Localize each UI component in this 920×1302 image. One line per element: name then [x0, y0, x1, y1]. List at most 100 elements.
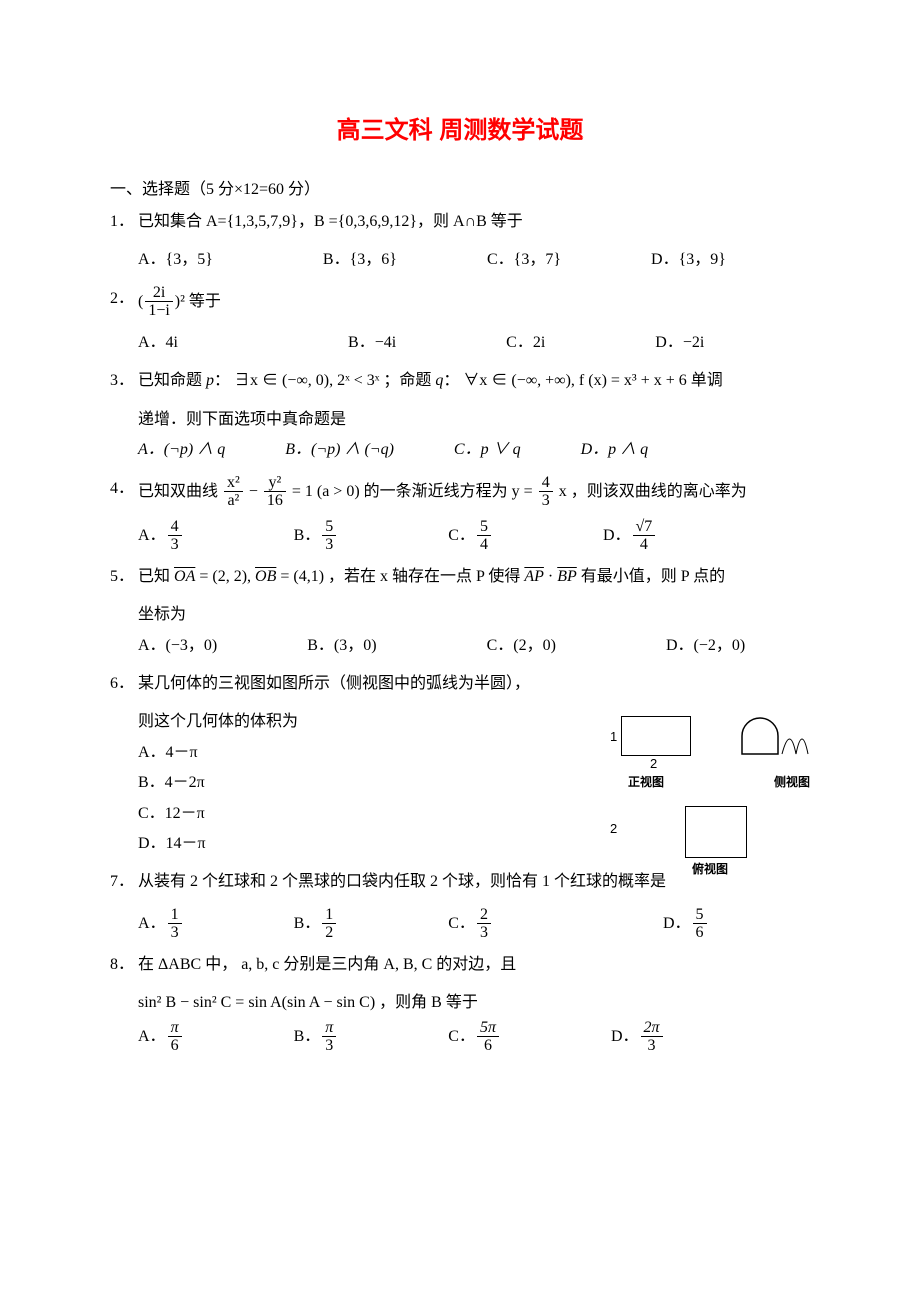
question-8: 8． 在 ΔABC 中， a, b, c 分别是三内角 A, B, C 的对边，… [110, 950, 810, 980]
fraction: π6 [166, 1019, 184, 1055]
q-number: 1． [110, 207, 138, 237]
stem-text: 已知命题 [138, 372, 206, 389]
fraction: √74 [631, 518, 658, 554]
q-number: 6． [110, 669, 138, 699]
front-caption: 正视图 [628, 773, 664, 790]
option-a: A．(−3，0) [138, 631, 217, 661]
q-number: 5． [110, 562, 138, 592]
option-c: C．p ∨ q [454, 435, 521, 465]
q5-options: A．(−3，0) B．(3，0) C．(2，0) D．(−2，0) [138, 631, 810, 661]
top-caption: 俯视图 [610, 860, 810, 877]
fraction: 2i1−i [143, 284, 174, 320]
option-a: A．4i [138, 328, 178, 358]
q5-line2: 坐标为 [138, 600, 810, 630]
vec-ob: OB [255, 568, 276, 585]
option-a: A．13 [138, 906, 184, 942]
option-d: D．√74 [603, 518, 657, 554]
front-view-box [621, 716, 691, 756]
stem-text: ： ∃x ∈ (−∞, 0), 2ˣ < 3ˣ ；命题 [214, 372, 435, 389]
q-stem: 某几何体的三视图如图所示（侧视图中的弧线为半圆）， [138, 669, 810, 699]
section-heading: 一、选择题（5 分×12=60 分） [110, 175, 810, 199]
dim-top: 2 [610, 821, 617, 836]
fraction: 56 [691, 906, 709, 942]
option-d: D．{3，9} [651, 245, 726, 275]
fraction: 2π3 [639, 1019, 665, 1055]
q2-options: A．4i B．−4i C．2i D．−2i [138, 328, 810, 358]
option-b: B．(¬p) ∧ (¬q) [285, 435, 394, 465]
q-number: 4． [110, 474, 138, 504]
side-caption: 侧视图 [774, 773, 810, 790]
option-d: D．2π3 [611, 1019, 665, 1055]
fraction: 53 [320, 518, 338, 554]
option-a: A．{3，5} [138, 245, 213, 275]
question-5: 5． 已知 OA = (2, 2), OB = (4,1) ，若在 x 轴存在一… [110, 562, 810, 592]
q3-line2: 递增．则下面选项中真命题是 [138, 405, 810, 435]
minus: − [249, 482, 262, 499]
fraction: 12 [320, 906, 338, 942]
option-b: B．(3，0) [307, 631, 376, 661]
var-p: p [206, 372, 214, 389]
vec-bp: BP [557, 568, 577, 585]
question-4: 4． 已知双曲线 x²a² − y²16 = 1 (a > 0) 的一条渐近线方… [110, 474, 810, 510]
dim-height: 1 [610, 729, 617, 744]
stem-text: = (4,1) ，若在 x 轴存在一点 P 使得 [276, 568, 524, 585]
vec-oa: OA [174, 568, 195, 585]
q8-line2: sin² B − sin² C = sin A(sin A − sin C) ，… [138, 988, 810, 1018]
option-b: B．π3 [294, 1019, 339, 1055]
stem-text: 已知双曲线 [138, 482, 222, 499]
vec-ap: AP [524, 568, 544, 585]
option-b: B．−4i [348, 328, 396, 358]
dim-width: 2 [650, 756, 810, 771]
fraction: 23 [475, 906, 493, 942]
fraction: 54 [475, 518, 493, 554]
option-b: B．12 [294, 906, 339, 942]
option-c: C．(2，0) [487, 631, 556, 661]
stem-text: )² 等于 [175, 293, 221, 310]
stem-text: = (2, 2), [195, 568, 255, 585]
option-d: D．−2i [655, 328, 704, 358]
stem-text: 已知 [138, 568, 174, 585]
q4-options: A．43 B．53 C．54 D．√74 [138, 518, 810, 554]
question-1: 1． 已知集合 A={1,3,5,7,9}，B ={0,3,6,9,12}，则 … [110, 207, 810, 237]
option-c: C．5π6 [448, 1019, 501, 1055]
q1-options: A．{3，5} B．{3，6} C．{3，7} D．{3，9} [138, 245, 810, 275]
option-c: C．23 [448, 906, 493, 942]
q-stem: 已知 OA = (2, 2), OB = (4,1) ，若在 x 轴存在一点 P… [138, 562, 810, 592]
option-b: B．{3，6} [323, 245, 397, 275]
stem-text: 有最小值，则 P 点的 [577, 568, 725, 585]
option-b: B．53 [294, 518, 339, 554]
option-d: D．(−2，0) [666, 631, 745, 661]
q3-options: A．(¬p) ∧ q B．(¬p) ∧ (¬q) C．p ∨ q D．p ∧ q [138, 435, 810, 465]
option-d: D．p ∧ q [581, 435, 649, 465]
three-view-diagram: 1 2 正视图 侧视图 2 俯视图 [610, 716, 810, 877]
stem-text: = 1 (a > 0) 的一条渐近线方程为 y = [292, 482, 537, 499]
option-c: C．{3，7} [487, 245, 561, 275]
q-stem: 已知双曲线 x²a² − y²16 = 1 (a > 0) 的一条渐近线方程为 … [138, 474, 810, 510]
fraction: y²16 [262, 474, 288, 510]
question-6: 6． 某几何体的三视图如图所示（侧视图中的弧线为半圆）， [110, 669, 810, 699]
fraction: 43 [537, 474, 555, 510]
dot: · [544, 568, 557, 585]
fraction: π3 [320, 1019, 338, 1055]
question-2: 2． (2i1−i)² 等于 [110, 284, 810, 320]
q-stem: 在 ΔABC 中， a, b, c 分别是三内角 A, B, C 的对边，且 [138, 950, 810, 980]
side-view-box [740, 716, 810, 756]
top-view-box [685, 806, 747, 858]
option-d: D．56 [663, 906, 709, 942]
q-stem: 已知命题 p： ∃x ∈ (−∞, 0), 2ˣ < 3ˣ ；命题 q： ∀x … [138, 366, 810, 396]
stem-text: ： ∀x ∈ (−∞, +∞), f (x) = x³ + x + 6 单调 [443, 372, 722, 389]
option-c: C．2i [506, 328, 545, 358]
stem-text: x ，则该双曲线的离心率为 [559, 482, 747, 499]
option-a: A．43 [138, 518, 184, 554]
option-c: C．54 [448, 518, 493, 554]
q-number: 8． [110, 950, 138, 980]
q-number: 2． [110, 284, 138, 314]
option-a: A．π6 [138, 1019, 184, 1055]
q8-options: A．π6 B．π3 C．5π6 D．2π3 [138, 1019, 810, 1055]
q-number: 3． [110, 366, 138, 396]
q7-options: A．13 B．12 C．23 D．56 [138, 906, 810, 942]
q-number: 7． [110, 867, 138, 897]
fraction: 5π6 [475, 1019, 501, 1055]
fraction: x²a² [222, 474, 245, 510]
q-stem: 已知集合 A={1,3,5,7,9}，B ={0,3,6,9,12}，则 A∩B… [138, 207, 810, 237]
